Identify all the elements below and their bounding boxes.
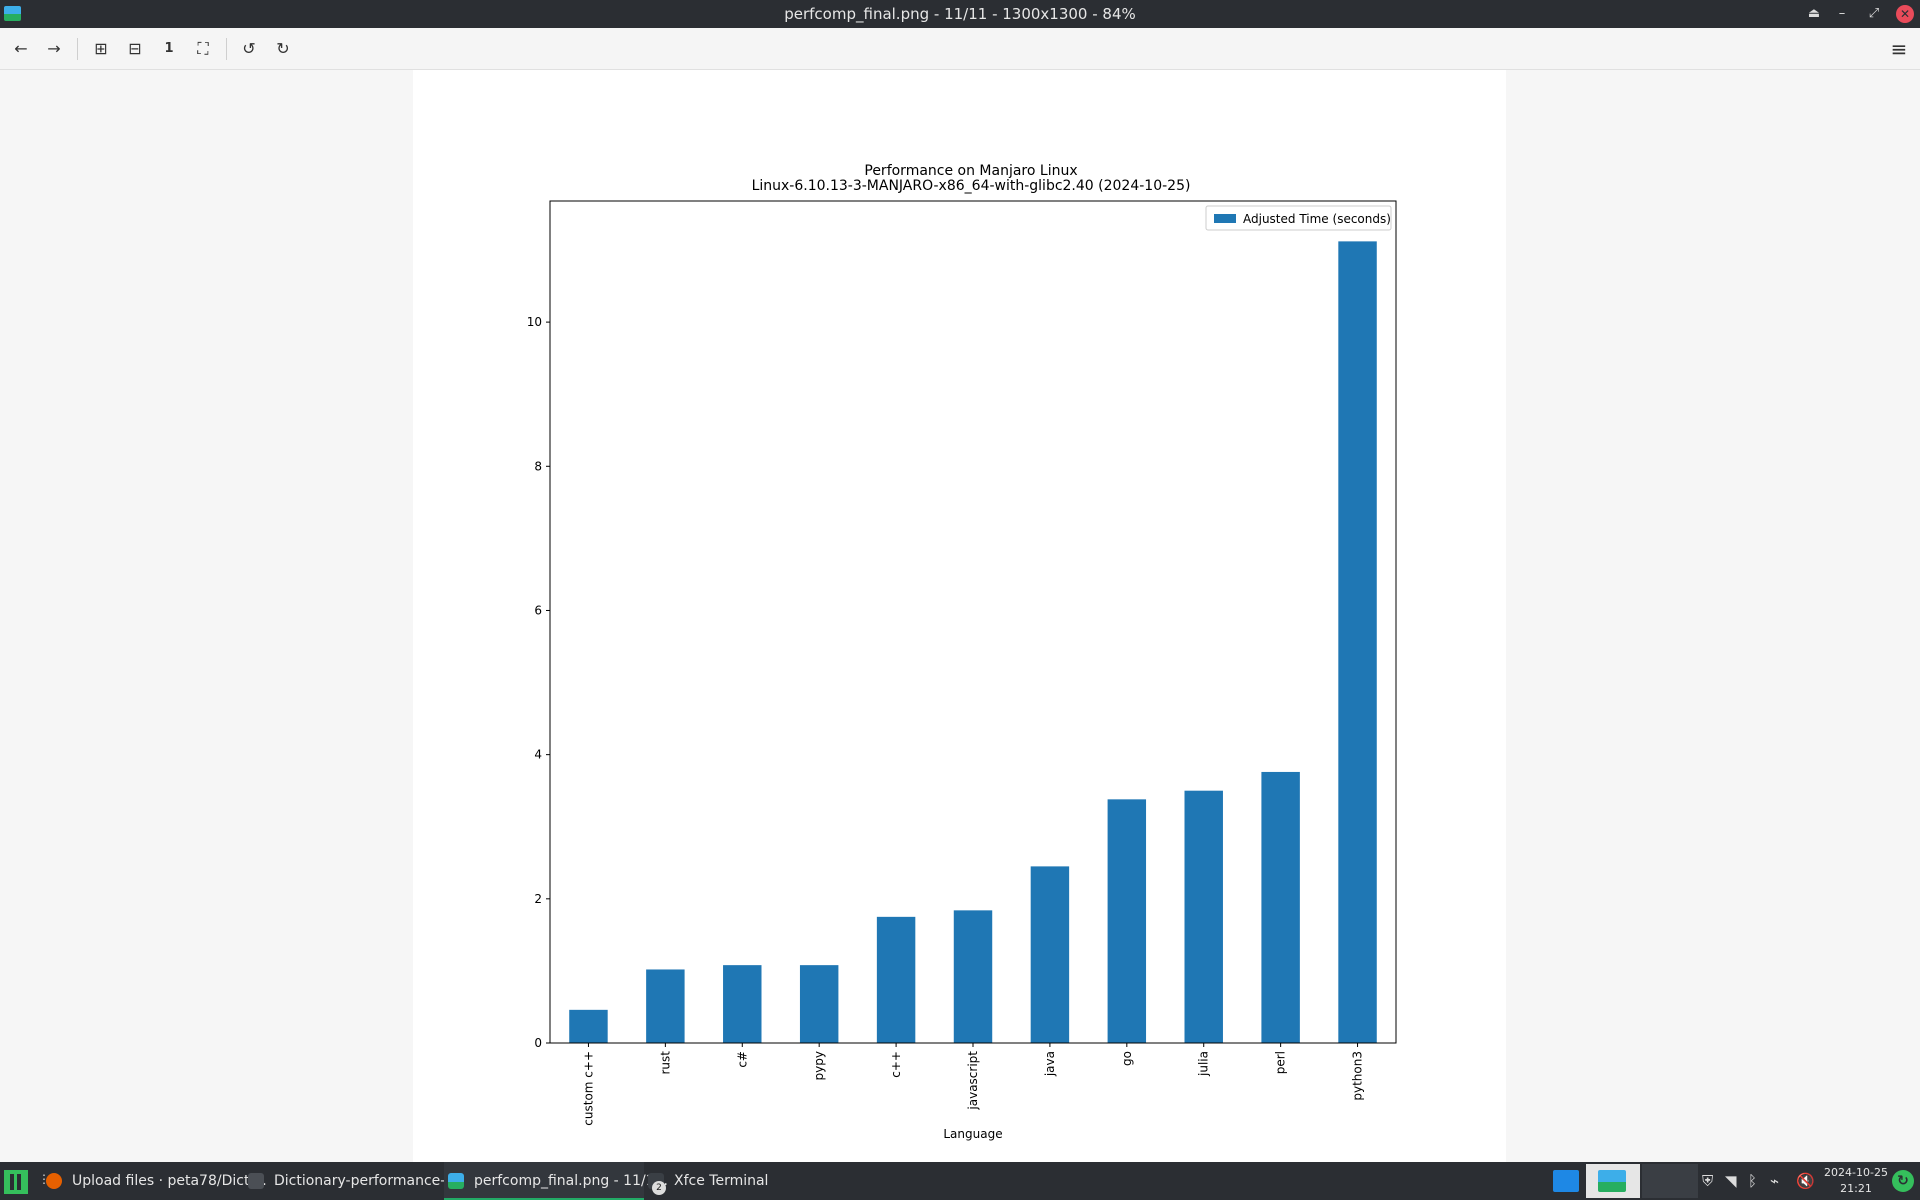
taskbar-item-image-viewer[interactable]: perfcomp_final.png - 11/1... — [444, 1162, 668, 1200]
bar-python3 — [1338, 241, 1377, 1043]
x-tick-label: rust — [658, 1051, 672, 1075]
bar-perl — [1261, 771, 1300, 1043]
viewer-toolbar: ← → ⊞ ⊟ 1 ⛶ ↺ ↻ ≡ — [0, 28, 1920, 70]
wifi-icon[interactable]: ◥ — [1725, 1172, 1737, 1190]
x-tick-label: c# — [735, 1051, 749, 1068]
eject-icon[interactable]: ⏏ — [1807, 6, 1821, 21]
x-tick-label: python3 — [1351, 1051, 1365, 1101]
y-tick-label: 0 — [534, 1036, 542, 1050]
taskbar-item-label: Dictionary-performance-o... — [274, 1173, 468, 1189]
window-count-badge: 2 — [652, 1181, 666, 1195]
y-tick-label: 6 — [534, 603, 542, 617]
x-tick-label: c++ — [889, 1051, 903, 1078]
legend-swatch — [1214, 214, 1236, 223]
y-tick-label: 10 — [527, 315, 542, 329]
zoom-out-icon[interactable]: ⊟ — [128, 39, 142, 58]
bar-c- — [876, 916, 916, 1043]
bar-custom-c- — [569, 1009, 608, 1043]
window-titlebar: perfcomp_final.png - 11/11 - 1300x1300 -… — [0, 0, 1920, 28]
update-icon[interactable]: ↻ — [1892, 1170, 1914, 1192]
bar-c- — [723, 965, 762, 1043]
chart-bars — [569, 241, 1377, 1043]
forward-arrow-icon[interactable]: → — [47, 39, 61, 58]
clock-date: 2024-10-25 — [1824, 1166, 1888, 1179]
x-axis: custom c++ rust c# pypy c++ javascript java go j… — [581, 1043, 1365, 1126]
bar-go — [1107, 799, 1147, 1043]
workspace-1-icon[interactable] — [1553, 1170, 1579, 1192]
chart-title: Performance on Manjaro Linux — [864, 163, 1077, 179]
toolbar-separator — [226, 38, 227, 60]
zoom-fit-icon[interactable]: ⛶ — [197, 39, 209, 58]
image-viewer-app-icon — [4, 6, 21, 21]
x-tick-label: go — [1120, 1051, 1134, 1066]
legend-box — [1205, 205, 1392, 231]
x-tick-label: javascript — [966, 1051, 980, 1111]
bar-javascript — [953, 910, 993, 1043]
back-arrow-icon[interactable]: ← — [14, 39, 28, 58]
clock-time: 21:21 — [1840, 1182, 1872, 1195]
legend-label: Adjusted Time (seconds) — [1243, 212, 1391, 226]
taskbar-item-label: Upload files · peta78/Dicti... — [72, 1173, 267, 1189]
workspace-2-thumbnail[interactable] — [1586, 1164, 1640, 1198]
firefox-icon — [46, 1173, 62, 1189]
taskbar-item-label: perfcomp_final.png - 11/1... — [474, 1173, 668, 1189]
zoom-100-icon[interactable]: 1 — [164, 41, 174, 56]
image-viewer-icon — [448, 1173, 464, 1189]
x-tick-label: perl — [1274, 1051, 1288, 1074]
x-tick-label: java — [1043, 1051, 1057, 1077]
x-tick-label: julia — [1197, 1051, 1211, 1077]
taskbar-item-terminal[interactable]: Xfce Terminal 2 — [648, 1162, 778, 1200]
close-button[interactable]: ✕ — [1896, 5, 1914, 23]
manjaro-menu-icon[interactable] — [4, 1170, 28, 1194]
taskbar-item-label: Xfce Terminal — [674, 1173, 769, 1189]
window-title: perfcomp_final.png - 11/11 - 1300x1300 -… — [784, 5, 1136, 23]
chart-subtitle: Linux-6.10.13-3-MANJARO-x86_64-with-glib… — [752, 178, 1191, 194]
chart-legend: Adjusted Time (seconds) — [1205, 205, 1392, 231]
image-viewer-icon — [1598, 1170, 1626, 1192]
volume-muted-icon[interactable]: 🔇 — [1796, 1172, 1815, 1190]
folder-icon — [248, 1173, 264, 1189]
rotate-right-icon[interactable]: ↻ — [276, 39, 290, 58]
x-tick-label: custom c++ — [581, 1051, 595, 1126]
y-tick-label: 8 — [534, 459, 542, 473]
hamburger-menu-icon[interactable]: ≡ — [1890, 37, 1908, 61]
image-viewport[interactable]: Performance on Manjaro Linux Linux-6.10.… — [0, 70, 1920, 1162]
y-tick-label: 4 — [534, 748, 542, 762]
zoom-in-icon[interactable]: ⊞ — [94, 39, 108, 58]
clock[interactable]: 2024-10-25 21:21 — [1820, 1165, 1892, 1197]
maximize-button[interactable]: ⤢ — [1868, 6, 1880, 21]
bar-chart: Performance on Manjaro Linux Linux-6.10.… — [527, 163, 1397, 1141]
x-axis-label: Language — [943, 1127, 1002, 1141]
taskbar-item-file-manager[interactable]: Dictionary-performance-o... — [248, 1162, 467, 1200]
clip-icon[interactable]: ⌁ — [1770, 1172, 1780, 1190]
bar-pypy — [799, 965, 839, 1043]
bar-julia — [1184, 790, 1223, 1043]
y-axis: 0 2 4 6 8 10 — [527, 315, 550, 1050]
displayed-image: Performance on Manjaro Linux Linux-6.10.… — [413, 70, 1506, 1162]
y-tick-label: 2 — [534, 892, 542, 906]
rotate-left-icon[interactable]: ↺ — [242, 39, 256, 58]
workspace-3-thumbnail[interactable] — [1642, 1164, 1698, 1198]
bar-rust — [646, 969, 685, 1043]
shield-icon[interactable]: ⛨ — [1702, 1172, 1714, 1190]
taskbar: ⋮ Upload files · peta78/Dicti... Diction… — [0, 1162, 1920, 1200]
bluetooth-icon[interactable]: ᛒ — [1748, 1172, 1758, 1190]
x-tick-label: pypy — [812, 1051, 826, 1080]
toolbar-separator — [77, 38, 78, 60]
bar-java — [1030, 866, 1070, 1043]
plot-frame — [549, 200, 1397, 1044]
minimize-button[interactable]: – — [1838, 6, 1846, 21]
taskbar-item-firefox[interactable]: Upload files · peta78/Dicti... — [46, 1162, 267, 1200]
